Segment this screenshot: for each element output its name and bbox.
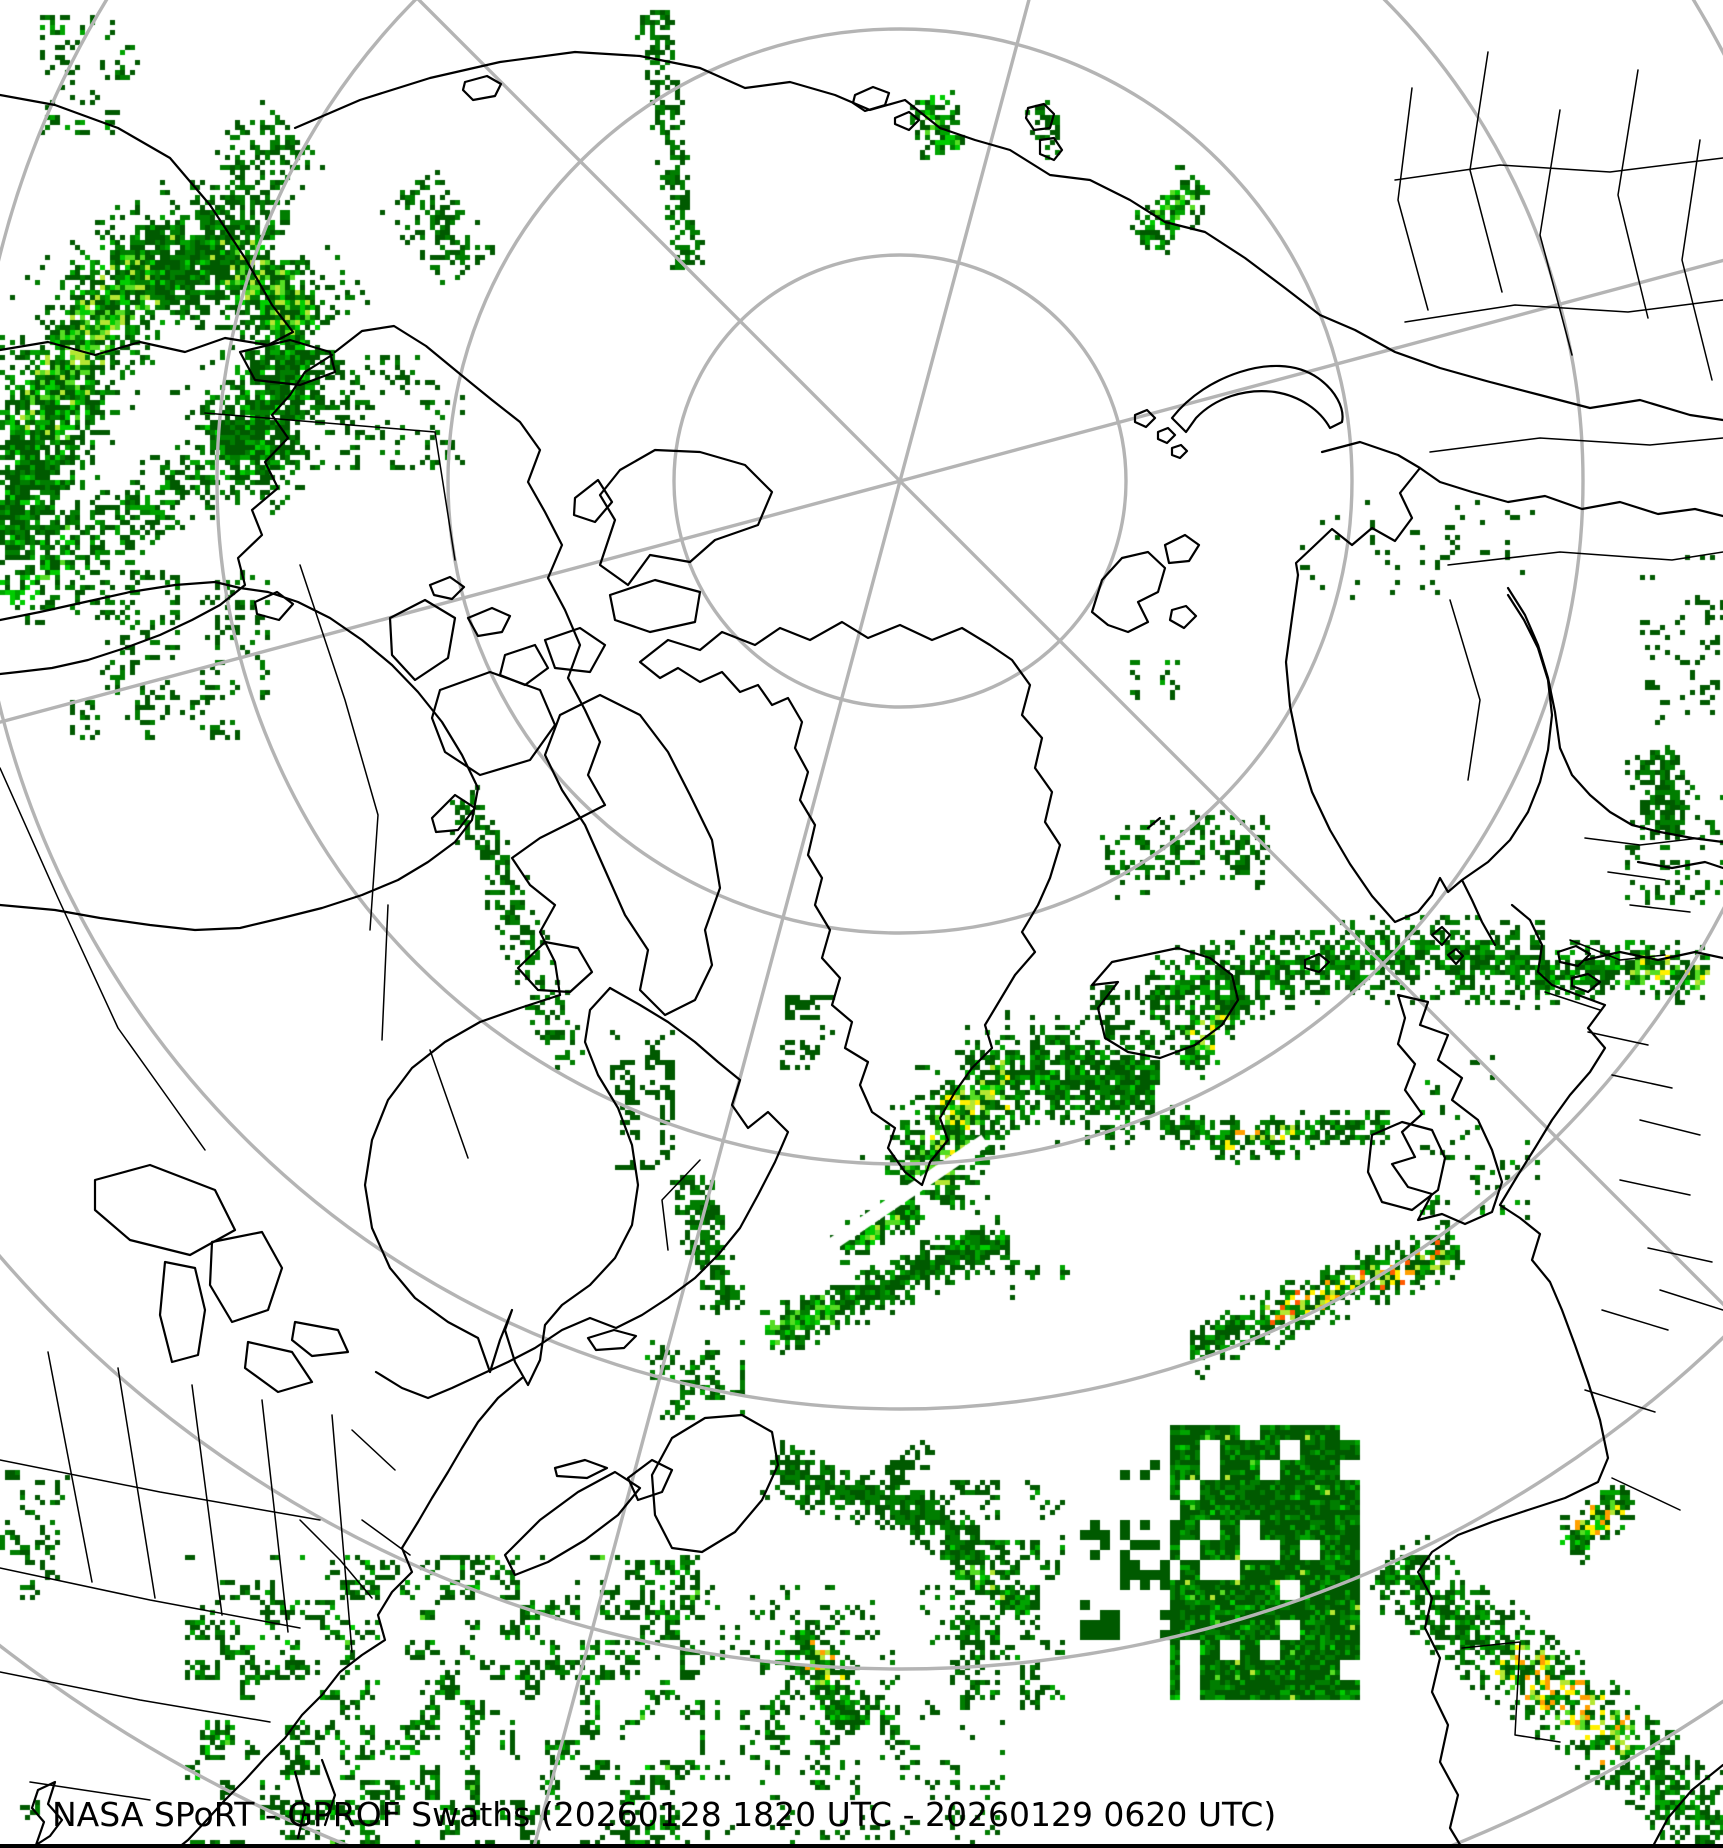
coastline-greenland [638,620,1062,1187]
latitude-circle [672,253,1128,709]
border-us-states [0,767,411,1801]
coastline-novaya-zemlya [1170,364,1344,434]
coastline-new-siberian-islands [851,85,921,132]
coastline-lake-erie [243,1340,314,1394]
coastline-newfoundland [650,1413,780,1554]
coastline-nova-scotia [503,1458,674,1577]
coastline-victoria [430,670,557,777]
coastline-hudson-bay [363,986,640,1387]
coastline-denmark [1510,903,1602,994]
latitude-circle [446,27,1354,935]
coastline-baltic-south [1583,950,1723,962]
coastline-us-east [176,1376,524,1848]
coastline-ellesmere [572,448,774,587]
coastline-iceland [1090,946,1240,1060]
coastline-chukotka [0,93,295,357]
coastline-ireland [1366,1120,1447,1212]
meridian-line [0,258,1723,724]
coastline-canada-mainland-north [333,324,607,997]
coastline-somerset-pow [428,575,607,687]
border-europe-countries [1461,837,1723,1743]
coastline-faroe [1303,952,1331,974]
coastline-lake-michigan [158,1260,207,1364]
coastline-lake-ontario [290,1320,350,1358]
latitude-circle [0,1253,1723,1671]
border-russia-regions [1394,51,1723,781]
coastline-scandinavia [1284,573,1723,947]
coastline-baffin [543,693,722,1017]
coastline-jan-mayen [1146,816,1162,830]
coastline-quebec-labrador [374,986,790,1400]
coastline-franz-josef-land [1133,408,1189,460]
coastline-mediterranean-corner [1650,1763,1723,1848]
coastline-siberia-arctic [293,50,1723,422]
coastline-devon [608,578,702,634]
coastline-great-britain [1390,993,1504,1226]
map-caption: NASA SPoRT - GPROF Swaths (20260128 1820… [52,1795,1276,1834]
coastline-banks [388,598,457,682]
coastline-western-europe [1416,983,1610,1848]
coastline-wrangel-island [461,74,503,102]
coastline-shetland [1430,925,1465,966]
coastline-kola-white-sea [1294,440,1723,577]
coastline-alaska [0,338,480,932]
coastlines [0,50,1723,1848]
coastline-svalbard [1090,533,1201,634]
latitude-circle [0,0,1723,1411]
coastline-lake-huron [208,1230,284,1324]
coastline-anticosti [586,1328,638,1352]
political-borders [0,51,1723,1801]
coastline-carolina-squiggle [30,1780,64,1847]
bottom-frame-line [0,1844,1723,1848]
latitude-circle [215,0,1585,1166]
border-canada-provinces [204,412,701,1251]
coastline-severnaya-zemlya [1024,102,1064,162]
